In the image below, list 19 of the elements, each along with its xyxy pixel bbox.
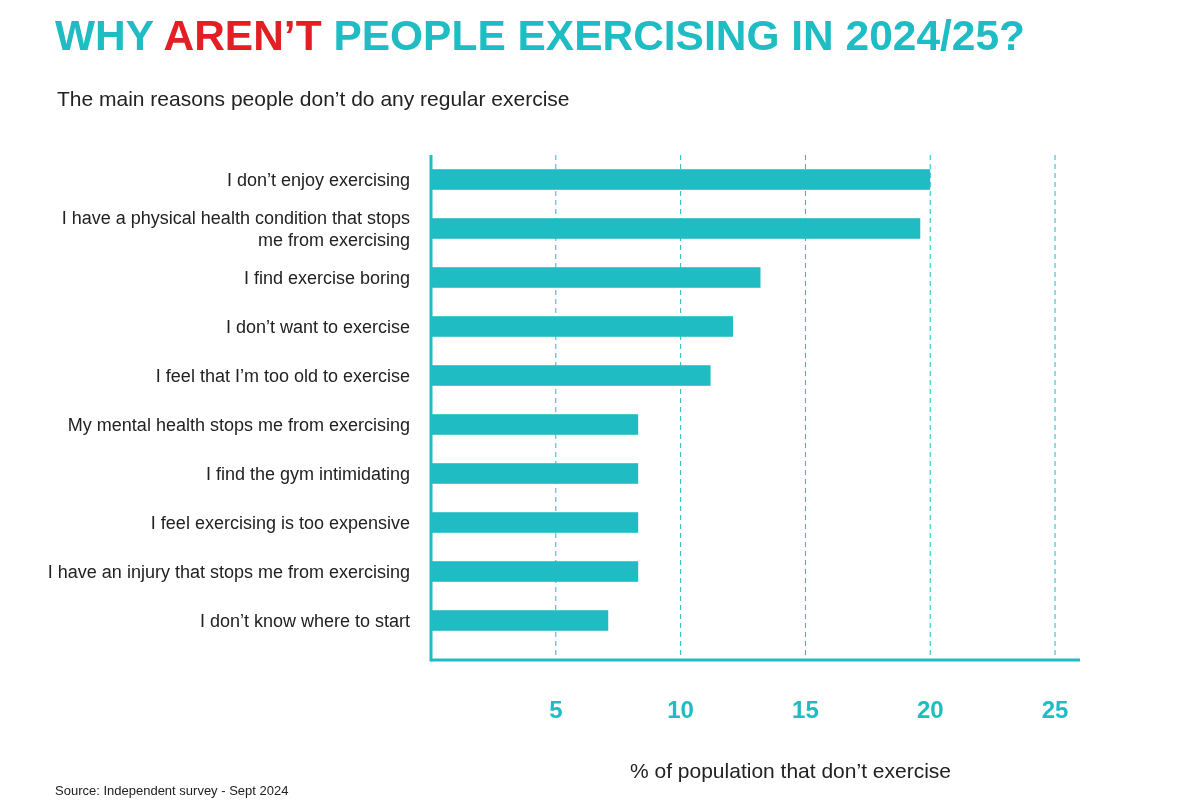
y-tick-label: I have a physical health condition that stops me from exercising	[61, 207, 410, 250]
x-tick-label: 20	[916, 696, 944, 723]
y-tick-label: I don’t enjoy exercising	[226, 169, 410, 190]
y-tick-label: I have an injury that stops me from exercising	[47, 561, 410, 582]
x-tick-label: 15	[792, 696, 819, 723]
chart-title: WHY AREN’T PEOPLE EXERCISING IN 2024/25?	[55, 12, 1025, 59]
y-tick-label: My mental health stops me from exercising	[67, 414, 410, 435]
y-tick-label: I feel that I’m too old to exercise	[155, 365, 410, 386]
y-tick-label: I feel exercising is too expensive	[150, 512, 410, 533]
x-axis-title: % of population that don’t exercise	[629, 759, 952, 782]
source-note: Source: Independent survey - Sept 2024	[55, 783, 289, 798]
y-tick-label: I find the gym intimidating	[205, 463, 410, 484]
y-tick-label: I don’t want to exercise	[225, 316, 410, 337]
y-tick-label: I find exercise boring	[243, 267, 410, 288]
x-tick-label: 10	[667, 696, 694, 723]
y-tick-label: I don’t know where to start	[199, 610, 410, 631]
x-tick-label: 5	[549, 696, 563, 723]
chart-subtitle: The main reasons people don’t do any regular exercise	[57, 87, 570, 110]
x-tick-label: 25	[1041, 696, 1069, 723]
